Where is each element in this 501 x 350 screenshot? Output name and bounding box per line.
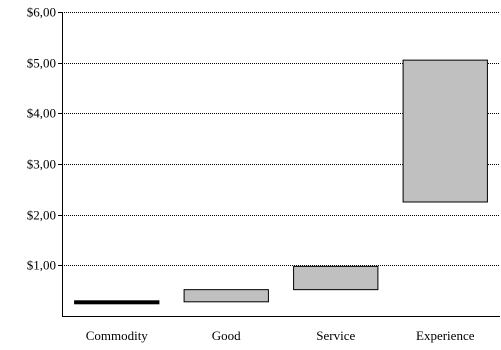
x-tick-label-good: Good — [212, 328, 241, 343]
bar-service — [293, 265, 379, 291]
x-tick-labels: Commodity Good Service Experience — [86, 328, 475, 343]
y-tick-label: $2,00 — [27, 208, 56, 223]
y-tick-label: $1,00 — [27, 258, 56, 273]
x-tick-label-experience: Experience — [416, 328, 475, 343]
gridlines — [62, 12, 500, 266]
y-tick-labels: $6,00 $5,00 $4,00 $3,00 $2,00 $1,00 — [27, 5, 56, 273]
y-tick-label: $5,00 — [27, 56, 56, 71]
bar-commodity — [74, 300, 160, 305]
x-tick-label-commodity: Commodity — [86, 328, 149, 343]
y-tick-label: $6,00 — [27, 5, 56, 20]
x-tick-label-service: Service — [316, 328, 355, 343]
y-tick-label: $3,00 — [27, 157, 56, 172]
bars — [74, 59, 488, 305]
bar-good — [183, 289, 269, 303]
bar-experience — [402, 59, 488, 203]
y-tick-label: $4,00 — [27, 106, 56, 121]
axes — [58, 12, 500, 317]
